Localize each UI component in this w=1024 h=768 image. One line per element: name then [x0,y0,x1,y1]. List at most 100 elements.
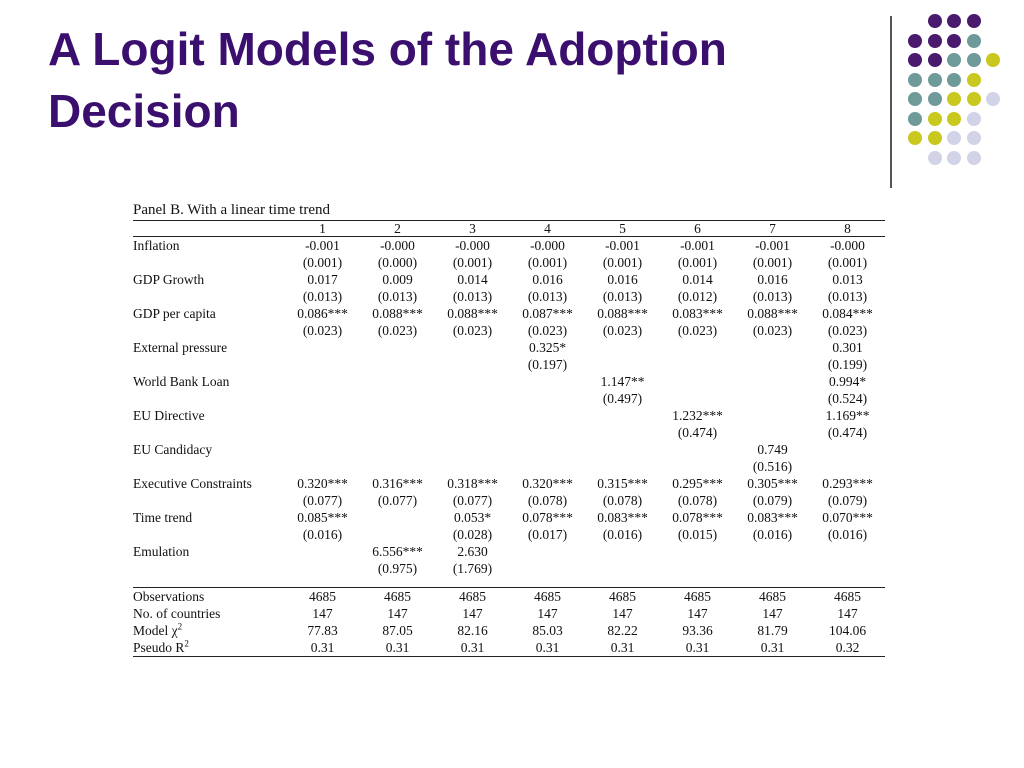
summary-value-cell: 0.31 [660,639,735,657]
standard-error-cell: (1.769) [452,561,493,576]
coefficient-cell: -0.000 [530,238,565,253]
standard-error-cell [360,356,435,373]
coefficient-cell: 0.016 [532,272,563,287]
standard-error-cell: (0.001) [527,255,568,270]
decorative-dot [986,92,1000,106]
decorative-dot [947,33,961,48]
standard-error-cell: (0.013) [827,289,868,304]
summary-value-cell: 0.31 [510,639,585,657]
table-row-se: (0.516) [133,458,885,475]
standard-error-cell [360,458,435,475]
standard-error-cell [510,560,585,577]
slide-title-line-2: Decision [48,85,240,137]
standard-error-cell [285,424,360,441]
standard-error-cell [585,458,660,475]
standard-error-cell: (0.078) [602,493,643,508]
row-label: World Bank Loan [133,374,230,389]
summary-value-cell: 147 [612,606,633,621]
coefficient-cell: 0.070*** [822,510,873,525]
standard-error-cell: (0.474) [677,425,718,440]
slide-title: A Logit Models of the Adoption Decision [48,18,888,142]
coefficient-cell: 0.320*** [297,476,348,491]
column-header: 8 [810,220,885,237]
row-label-empty [133,492,285,509]
decorative-dot [966,14,981,28]
coefficient-cell [360,373,435,390]
coefficient-cell: 0.301 [832,340,863,355]
standard-error-cell [810,458,885,475]
standard-error-cell [660,458,735,475]
decorative-dot [947,72,961,87]
column-header: 6 [660,220,735,237]
coefficient-cell: 0.078*** [522,510,573,525]
table-row: World Bank Loan 1.147** 0.994* [133,373,885,390]
column-header: 2 [360,220,435,237]
coefficient-cell [360,407,435,424]
decorative-dot [966,92,981,106]
standard-error-cell: (0.001) [827,255,868,270]
row-label-empty [133,254,285,271]
standard-error-cell [660,390,735,407]
coefficient-cell: 1.232*** [672,408,723,423]
slide-title-line-1: A Logit Models of the Adoption [48,23,727,75]
coefficient-cell: 0.085*** [297,510,348,525]
coefficient-cell [360,339,435,356]
coefficient-cell: -0.001 [605,238,640,253]
decorative-dot [966,150,981,165]
summary-row: Observations 4685 4685 4685 4685 4685 4685 4685… [133,587,885,605]
summary-label-text: Model χ [133,623,178,638]
standard-error-cell [360,424,435,441]
summary-value-cell: 0.31 [360,639,435,657]
standard-error-cell: (0.197) [527,357,568,372]
summary-value-cell: 77.83 [307,623,338,638]
coefficient-cell: 0.083*** [597,510,648,525]
coefficient-cell [510,441,585,458]
row-label: Time trend [133,510,193,525]
standard-error-cell: (0.001) [602,255,643,270]
coefficient-cell: 1.169** [825,408,870,423]
standard-error-cell [285,458,360,475]
coefficient-cell [810,543,885,560]
summary-value-cell: 147 [762,606,783,621]
table-spacer-row [133,577,885,588]
standard-error-cell: (0.023) [527,323,568,338]
summary-value-cell: 82.22 [607,623,638,638]
row-label: Executive Constraints [133,476,252,491]
standard-error-cell [285,356,360,373]
coefficient-cell: 0.318*** [447,476,498,491]
standard-error-cell: (0.001) [302,255,343,270]
standard-error-cell: (0.023) [677,323,718,338]
summary-value-cell: 4685 [735,587,810,605]
coefficient-cell: 0.009 [382,272,413,287]
coefficient-cell [735,407,810,424]
decorative-dot [947,111,961,126]
decorative-dot [927,53,942,67]
summary-label: Pseudo R2 [133,639,285,657]
standard-error-cell: (0.016) [827,527,868,542]
summary-value-cell: 87.05 [382,623,413,638]
coefficient-cell: 0.086*** [297,306,348,321]
coefficient-cell [360,509,435,526]
standard-error-cell: (0.013) [302,289,343,304]
standard-error-cell: (0.023) [602,323,643,338]
standard-error-cell: (0.474) [827,425,868,440]
coefficient-cell: 0.017 [307,272,338,287]
table-row-se: (0.013) (0.013) (0.013) (0.013) (0.013) (0.01… [133,288,885,305]
coefficient-cell [285,543,360,560]
standard-error-cell [510,390,585,407]
column-header: 5 [585,220,660,237]
coefficient-cell: -0.001 [680,238,715,253]
decorative-dot [966,131,981,145]
summary-value-cell: 4685 [435,587,510,605]
summary-value-cell: 4685 [285,587,360,605]
standard-error-cell: (0.015) [677,527,718,542]
summary-value-cell: 147 [312,606,333,621]
summary-row: Pseudo R2 0.31 0.31 0.31 0.31 0.31 0.31 0.31 0.3… [133,639,885,657]
standard-error-cell [735,424,810,441]
table-row-se: (0.975) (1.769) [133,560,885,577]
row-label-empty [133,526,285,543]
standard-error-cell [285,390,360,407]
decorative-dot [947,131,961,145]
coefficient-cell: 0.014 [457,272,488,287]
